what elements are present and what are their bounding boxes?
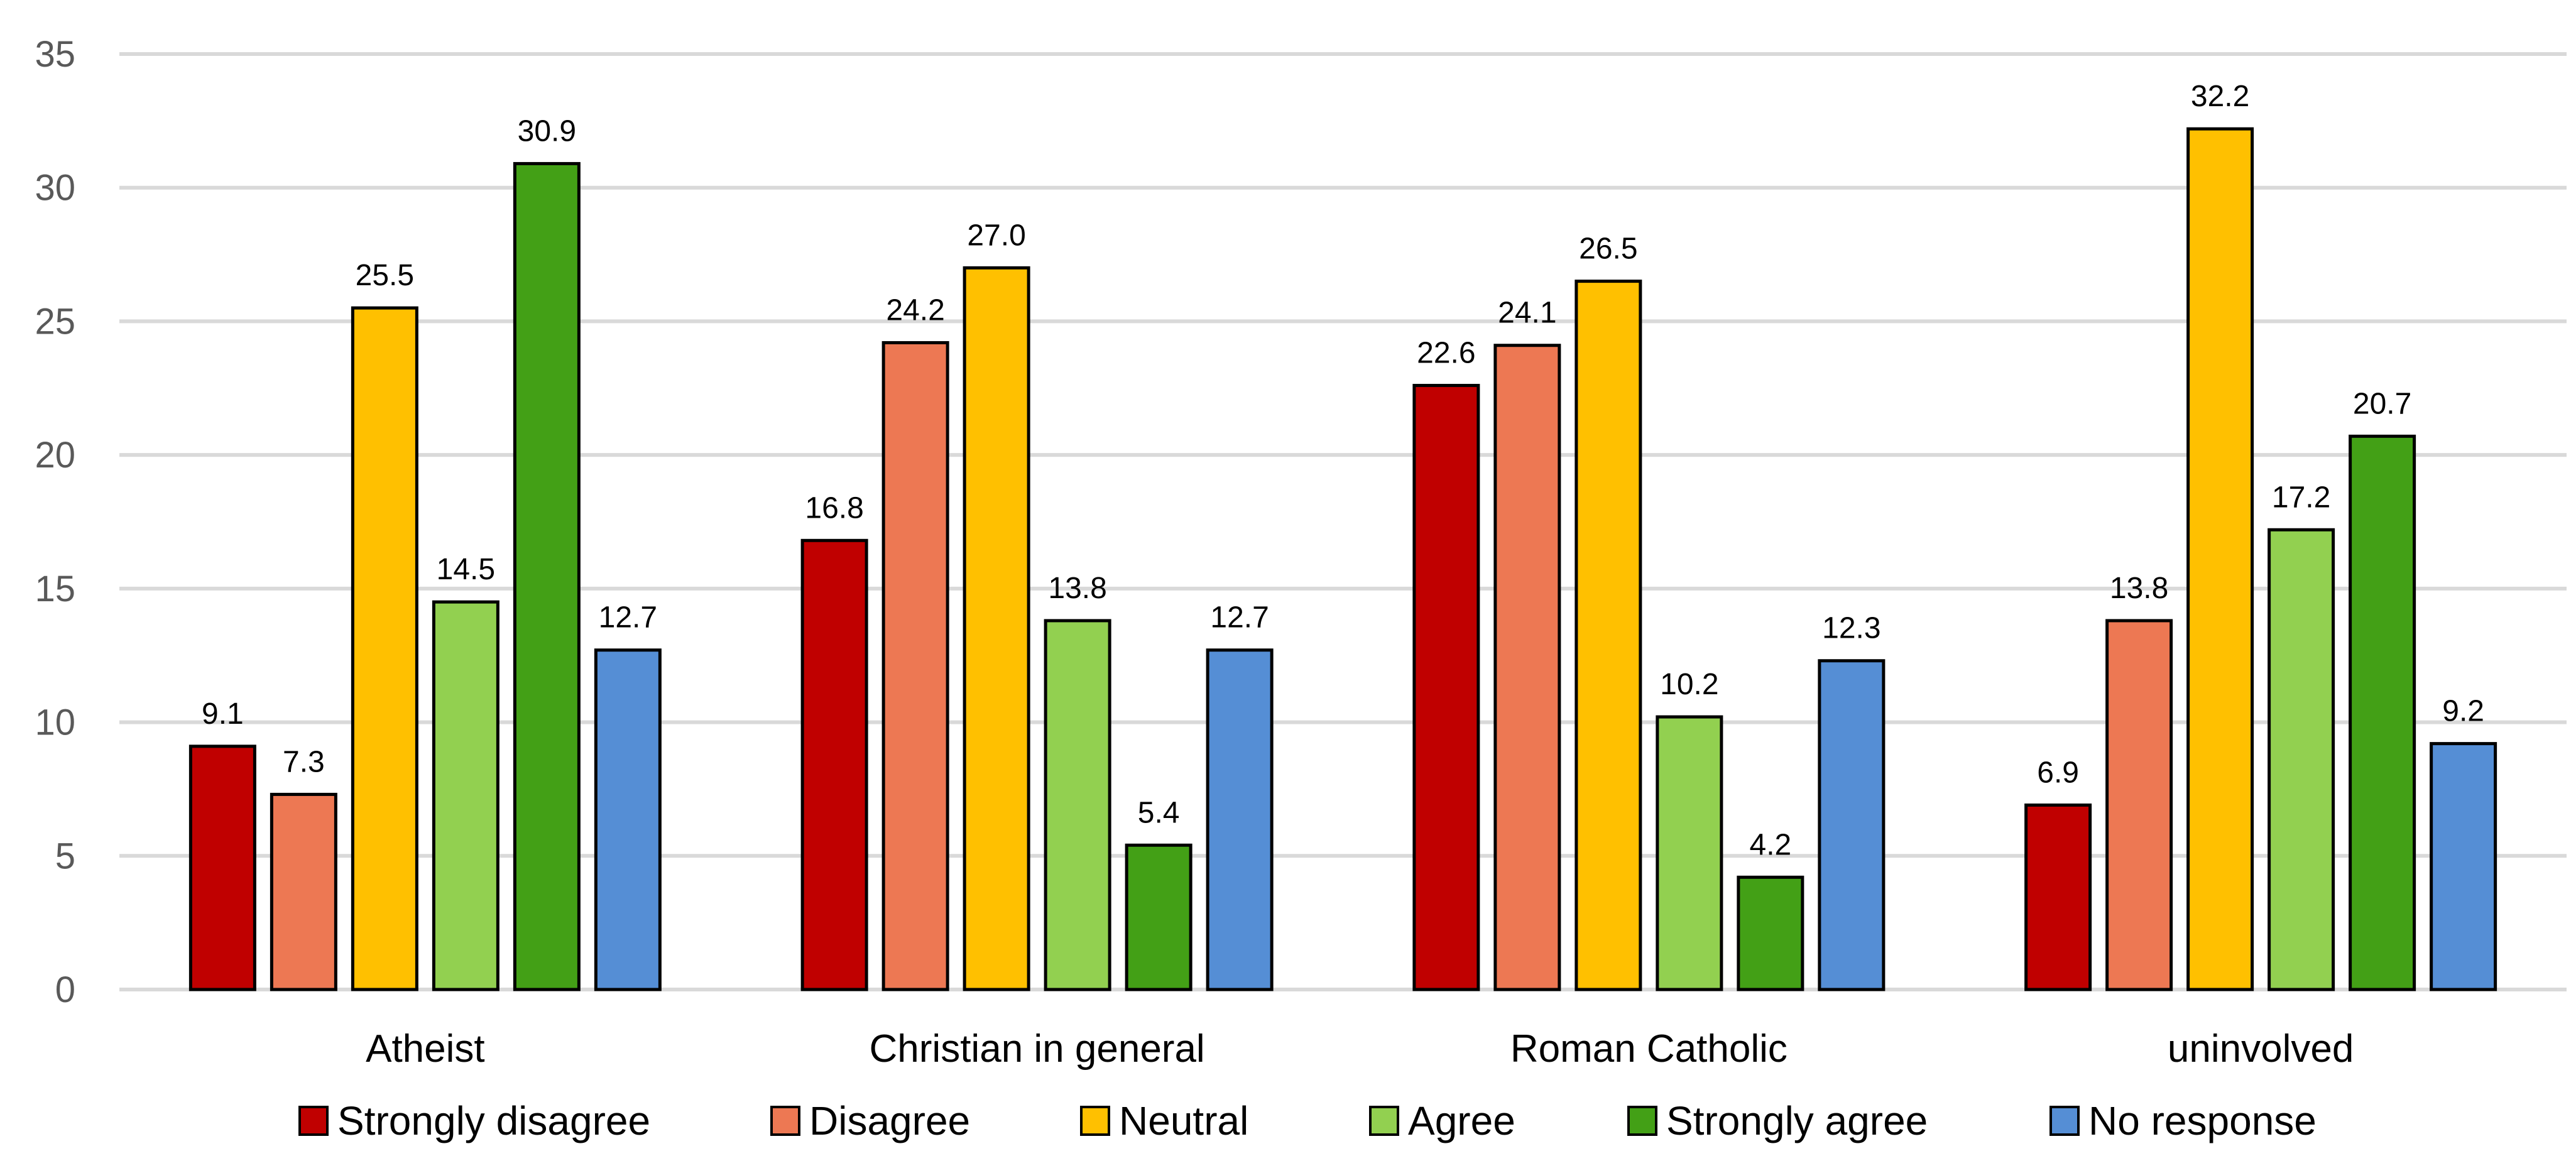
data-label: 10.2 xyxy=(1660,668,1718,701)
y-tick-label: 10 xyxy=(35,702,75,743)
bar xyxy=(1737,875,1804,991)
data-label: 5.4 xyxy=(1138,796,1180,829)
data-label: 27.0 xyxy=(967,219,1025,252)
bar xyxy=(2024,803,2092,991)
data-label: 12.7 xyxy=(599,601,657,635)
x-category-label: Roman Catholic xyxy=(1510,1027,1787,1071)
data-label: 12.7 xyxy=(1210,601,1269,635)
bar xyxy=(1493,344,1561,991)
legend: Strongly disagree Disagree Neutral Agree Str… xyxy=(298,1098,2317,1143)
legend-label: Strongly agree xyxy=(1666,1098,1928,1143)
bars xyxy=(188,127,2497,991)
data-label: 32.2 xyxy=(2191,80,2249,113)
data-label: 4.2 xyxy=(1750,828,1792,861)
x-axis: Atheist Christian in general Roman Catholi… xyxy=(366,1027,2354,1071)
bar xyxy=(2186,127,2254,991)
data-label: 13.8 xyxy=(1048,572,1106,605)
bar xyxy=(1044,619,1111,991)
legend-label: Disagree xyxy=(809,1098,970,1143)
data-label: 9.1 xyxy=(202,697,244,731)
legend-swatch xyxy=(2049,1106,2080,1136)
legend-label: Agree xyxy=(1408,1098,1515,1143)
bar xyxy=(594,648,662,991)
x-category-label: Christian in general xyxy=(870,1027,1205,1071)
legend-label: No response xyxy=(2088,1098,2317,1143)
data-label: 25.5 xyxy=(356,259,414,292)
bar xyxy=(1125,843,1192,991)
bar xyxy=(513,161,581,991)
legend-swatch xyxy=(1369,1106,1399,1136)
data-label: 20.7 xyxy=(2353,387,2411,420)
y-tick-label: 30 xyxy=(35,168,75,209)
data-label: 22.6 xyxy=(1417,337,1475,370)
data-label: 14.5 xyxy=(437,553,495,586)
bar xyxy=(351,306,418,991)
bar xyxy=(1206,648,1274,991)
data-label: 24.1 xyxy=(1498,297,1556,330)
x-category-label: Atheist xyxy=(366,1027,485,1071)
data-label: 9.2 xyxy=(2442,695,2484,728)
bar xyxy=(2105,619,2173,991)
bar xyxy=(188,744,256,991)
legend-label: Neutral xyxy=(1119,1098,1248,1143)
y-tick-label: 20 xyxy=(35,435,75,476)
legend-swatch xyxy=(770,1106,800,1136)
bar xyxy=(1412,384,1480,991)
data-label: 30.9 xyxy=(518,114,576,148)
bar xyxy=(963,266,1030,991)
data-label: 24.2 xyxy=(886,293,944,327)
data-label: 12.3 xyxy=(1822,612,1880,645)
bar xyxy=(1818,659,1886,991)
bar xyxy=(432,600,499,991)
bar xyxy=(2430,742,2497,991)
data-label: 26.5 xyxy=(1579,232,1637,266)
y-tick-label: 35 xyxy=(35,34,75,75)
data-label: 13.8 xyxy=(2110,572,2168,605)
legend-swatch xyxy=(1080,1106,1110,1136)
y-tick-label: 15 xyxy=(35,569,75,609)
data-label: 16.8 xyxy=(805,491,863,525)
bar xyxy=(2268,528,2335,991)
bar xyxy=(800,538,868,991)
y-tick-label: 5 xyxy=(55,836,75,876)
y-tick-label: 0 xyxy=(55,969,75,1010)
legend-swatch xyxy=(1627,1106,1657,1136)
bar xyxy=(2349,434,2416,991)
y-axis: 0 5 10 15 20 25 30 35 xyxy=(35,34,75,1010)
legend-label: Strongly disagree xyxy=(337,1098,650,1143)
legend-swatch xyxy=(298,1106,329,1136)
x-category-label: uninvolved xyxy=(2168,1027,2354,1071)
data-label: 6.9 xyxy=(2037,756,2079,789)
bar xyxy=(270,792,337,991)
data-label: 7.3 xyxy=(283,745,325,778)
data-labels: 9.1 7.3 25.5 14.5 30.9 12.7 16.8 24.2 27.0 13.8 5.… xyxy=(202,80,2484,861)
bar xyxy=(1656,715,1723,991)
bar xyxy=(881,341,949,991)
bar xyxy=(1575,280,1642,991)
y-tick-label: 25 xyxy=(35,301,75,342)
data-label: 17.2 xyxy=(2272,481,2330,514)
